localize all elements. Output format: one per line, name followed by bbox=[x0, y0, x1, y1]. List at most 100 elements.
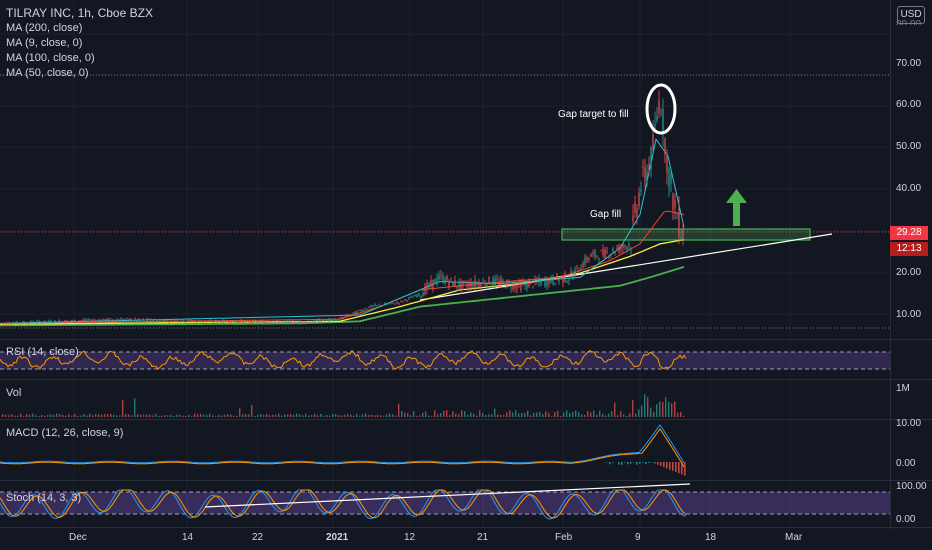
separator-rsi[interactable] bbox=[0, 339, 932, 340]
legend-ma100[interactable]: MA (100, close, 0) bbox=[6, 52, 95, 64]
volume-bar bbox=[98, 414, 100, 417]
candle-body bbox=[422, 293, 424, 297]
volume-bar bbox=[50, 414, 52, 417]
candle-body bbox=[536, 281, 538, 283]
legend-ma9[interactable]: MA (9, close, 0) bbox=[6, 37, 83, 49]
volume-bar bbox=[296, 413, 298, 417]
volume-bar bbox=[674, 401, 676, 417]
candle-body bbox=[262, 320, 264, 324]
volume-bar bbox=[608, 413, 610, 417]
candle-body bbox=[110, 318, 112, 320]
volume-bar bbox=[281, 415, 283, 417]
candle-body bbox=[498, 281, 500, 286]
volume-legend[interactable]: Vol bbox=[6, 387, 22, 399]
candle-body bbox=[432, 279, 434, 288]
candle-body bbox=[328, 318, 330, 321]
volume-bar bbox=[434, 410, 436, 417]
candle-body bbox=[20, 323, 22, 324]
volume-bar bbox=[464, 411, 466, 417]
macd-legend[interactable]: MACD (12, 26, close, 9) bbox=[6, 427, 124, 439]
candle-body bbox=[320, 320, 322, 322]
candle-body bbox=[680, 236, 682, 239]
volume-bar bbox=[173, 415, 175, 417]
candle-body bbox=[366, 308, 368, 310]
candle-body bbox=[108, 318, 110, 321]
volume-bar bbox=[407, 413, 409, 417]
candle-body bbox=[364, 308, 366, 310]
volume-bar bbox=[680, 411, 682, 417]
candle-body bbox=[440, 274, 442, 276]
price-axis[interactable] bbox=[890, 0, 932, 530]
volume-bar bbox=[38, 415, 40, 417]
time-tick: 21 bbox=[477, 532, 489, 543]
main-legend: TILRAY INC, 1h, Cboe BZX MA (200, close)… bbox=[6, 6, 153, 81]
candle-body bbox=[568, 279, 570, 281]
candle-body bbox=[430, 279, 432, 286]
candle-body bbox=[164, 320, 166, 322]
volume-bar bbox=[647, 396, 649, 417]
volume-bar bbox=[134, 398, 136, 417]
volume-bar bbox=[509, 410, 511, 417]
volume-bar bbox=[194, 413, 196, 417]
volume-bar bbox=[251, 405, 253, 417]
candle-body bbox=[18, 322, 20, 324]
candle-body bbox=[614, 251, 616, 254]
volume-bar bbox=[581, 414, 583, 417]
candle-body bbox=[184, 321, 186, 323]
volume-tick: 1M bbox=[896, 383, 910, 394]
volume-bar bbox=[11, 414, 13, 417]
volume-bar bbox=[644, 394, 646, 417]
volume-bar bbox=[539, 411, 541, 417]
volume-bar bbox=[632, 400, 634, 417]
candle-body bbox=[526, 281, 528, 289]
candle-body bbox=[616, 247, 618, 250]
candle-body bbox=[66, 320, 68, 323]
candle-body bbox=[508, 281, 510, 283]
candle-body bbox=[150, 318, 152, 321]
separator-macd[interactable] bbox=[0, 419, 932, 420]
candle-body bbox=[334, 318, 336, 320]
candle-body bbox=[280, 322, 282, 323]
candle-body bbox=[318, 319, 320, 322]
candle-body bbox=[566, 280, 568, 283]
candle-body bbox=[166, 319, 168, 321]
price-tick: 60.00 bbox=[896, 99, 922, 110]
candle-body bbox=[592, 252, 594, 254]
candle-body bbox=[34, 322, 36, 324]
volume-bar bbox=[479, 410, 481, 417]
volume-bar bbox=[287, 414, 289, 417]
rsi-legend[interactable]: RSI (14, close) bbox=[6, 346, 79, 358]
separator-stoch[interactable] bbox=[0, 480, 932, 481]
candle-body bbox=[344, 316, 346, 318]
volume-bar bbox=[20, 413, 22, 417]
gap-target-annotation[interactable]: Gap target to fill bbox=[558, 109, 629, 120]
volume-bar bbox=[110, 414, 112, 417]
gap-fill-annotation[interactable]: Gap fill bbox=[590, 209, 622, 220]
candle-body bbox=[36, 321, 38, 323]
macd-histogram-bar bbox=[684, 462, 686, 476]
volume-bar bbox=[350, 414, 352, 417]
legend-ma50[interactable]: MA (50, close, 0) bbox=[6, 67, 89, 79]
volume-bar bbox=[26, 414, 28, 417]
volume-bar bbox=[656, 404, 658, 417]
volume-bar bbox=[677, 412, 679, 417]
separator-vol[interactable] bbox=[0, 379, 932, 380]
volume-bar bbox=[248, 414, 250, 417]
candle-body bbox=[276, 320, 278, 322]
candle-body bbox=[372, 305, 374, 307]
candle-body bbox=[668, 168, 670, 188]
candle-body bbox=[106, 318, 108, 321]
candle-body bbox=[236, 321, 238, 323]
candle-body bbox=[194, 320, 196, 322]
volume-bar bbox=[128, 414, 130, 417]
currency-selector[interactable]: USD bbox=[897, 6, 925, 24]
symbol-title[interactable]: TILRAY INC, 1h, Cboe BZX bbox=[6, 6, 153, 20]
candle-body bbox=[510, 287, 512, 289]
candle-body bbox=[528, 281, 530, 288]
candle-body bbox=[412, 296, 414, 298]
legend-ma200[interactable]: MA (200, close) bbox=[6, 22, 83, 34]
stoch-legend[interactable]: Stoch (14, 3, 3) bbox=[6, 492, 82, 504]
volume-bar bbox=[14, 415, 16, 417]
candle-body bbox=[560, 277, 562, 279]
